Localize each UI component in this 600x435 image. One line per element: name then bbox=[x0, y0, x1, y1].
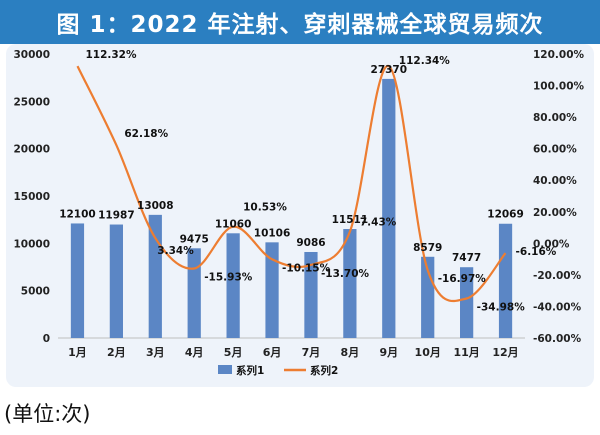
y-right-tick-label: 120.00% bbox=[533, 49, 585, 61]
x-tick-label: 10月 bbox=[415, 346, 441, 359]
line-value-label: -16.97% bbox=[438, 273, 487, 285]
bar-value-label: 12100 bbox=[59, 208, 96, 220]
bar-value-label: 12069 bbox=[487, 209, 524, 221]
bar-5 bbox=[226, 233, 240, 338]
bar-value-label: 10106 bbox=[254, 227, 291, 239]
bar-1 bbox=[70, 223, 85, 338]
line-value-label: 62.18% bbox=[124, 128, 168, 140]
y-right-tick-label: 80.00% bbox=[533, 112, 577, 124]
line-value-label: 3.34% bbox=[157, 245, 194, 257]
legend-label: 系列2 bbox=[310, 364, 338, 377]
bar-value-label: 11987 bbox=[98, 210, 135, 222]
bar-value-label: 7477 bbox=[452, 252, 481, 264]
x-tick-label: 4月 bbox=[185, 346, 204, 359]
y-right-tick-label: 40.00% bbox=[533, 175, 577, 187]
y-left-tick-label: 20000 bbox=[13, 144, 50, 156]
line-value-label: -10.15% bbox=[282, 262, 331, 274]
y-left-tick-label: 15000 bbox=[13, 191, 50, 203]
line-value-label: -15.93% bbox=[204, 271, 253, 283]
legend-swatch-bar bbox=[218, 365, 232, 374]
legend-label: 系列1 bbox=[236, 364, 264, 377]
y-left-tick-label: 30000 bbox=[13, 49, 50, 61]
y-right-tick-label: 100.00% bbox=[533, 81, 585, 93]
bar-value-label: 8579 bbox=[413, 242, 442, 254]
series-line-系列2 bbox=[76, 64, 507, 303]
bar-value-label: 9086 bbox=[296, 237, 325, 249]
bar-6 bbox=[265, 242, 279, 338]
y-left-tick-label: 10000 bbox=[13, 238, 50, 250]
x-tick-label: 2月 bbox=[107, 346, 126, 359]
chart-title: 图 1：2022 年注射、穿刺器械全球贸易频次 bbox=[0, 0, 600, 44]
line-value-label: 112.32% bbox=[85, 49, 137, 61]
x-tick-label: 12月 bbox=[492, 346, 518, 359]
bar-value-label: 27370 bbox=[371, 64, 408, 76]
bar-4 bbox=[187, 248, 201, 338]
bar-9 bbox=[382, 78, 396, 338]
x-tick-label: 11月 bbox=[453, 346, 479, 359]
y-left-tick-label: 25000 bbox=[13, 96, 50, 108]
x-tick-label: 5月 bbox=[224, 346, 243, 359]
bar-value-label: 13008 bbox=[137, 200, 174, 212]
bar-3 bbox=[148, 214, 162, 338]
x-tick-label: 3月 bbox=[146, 346, 165, 359]
bar-12 bbox=[498, 223, 513, 338]
line-value-label: 7.43% bbox=[360, 217, 397, 229]
x-tick-label: 9月 bbox=[379, 346, 398, 359]
x-tick-label: 8月 bbox=[341, 346, 360, 359]
unit-note: (单位:次) bbox=[4, 402, 91, 426]
x-tick-label: 6月 bbox=[263, 346, 282, 359]
y-right-tick-label: 20.00% bbox=[533, 207, 577, 219]
bar-value-label: 11060 bbox=[215, 218, 252, 230]
line-value-label: 10.53% bbox=[243, 202, 287, 214]
y-right-tick-label: 60.00% bbox=[533, 144, 577, 156]
x-tick-label: 1月 bbox=[68, 346, 87, 359]
chart-panel: 0 5000 10000 15000 20000 25000 30000 -60.00% -40… bbox=[6, 44, 594, 387]
bar-8 bbox=[343, 229, 357, 338]
bar-7 bbox=[304, 251, 318, 338]
y-right-tick-label: 0.00% bbox=[533, 238, 570, 250]
line-value-label: 112.34% bbox=[399, 55, 451, 67]
bar-2 bbox=[109, 224, 123, 338]
line-value-label: -6.16% bbox=[516, 246, 557, 258]
y-right-tick-label: -60.00% bbox=[533, 333, 582, 345]
line-value-label: -34.98% bbox=[477, 302, 526, 314]
bar-value-label: 9475 bbox=[180, 233, 209, 245]
y-right-tick-label: -20.00% bbox=[533, 270, 582, 282]
combo-chart: 0 5000 10000 15000 20000 25000 30000 -60.00% -40… bbox=[13, 49, 585, 377]
line-value-label: -13.70% bbox=[321, 268, 370, 280]
y-right-tick-label: -40.00% bbox=[533, 301, 582, 313]
x-tick-label: 7月 bbox=[302, 346, 321, 359]
y-left-tick-label: 0 bbox=[43, 333, 50, 345]
bar-11 bbox=[460, 267, 474, 338]
y-left-tick-label: 5000 bbox=[21, 286, 50, 298]
bar-value-label: 11511 bbox=[332, 214, 369, 226]
